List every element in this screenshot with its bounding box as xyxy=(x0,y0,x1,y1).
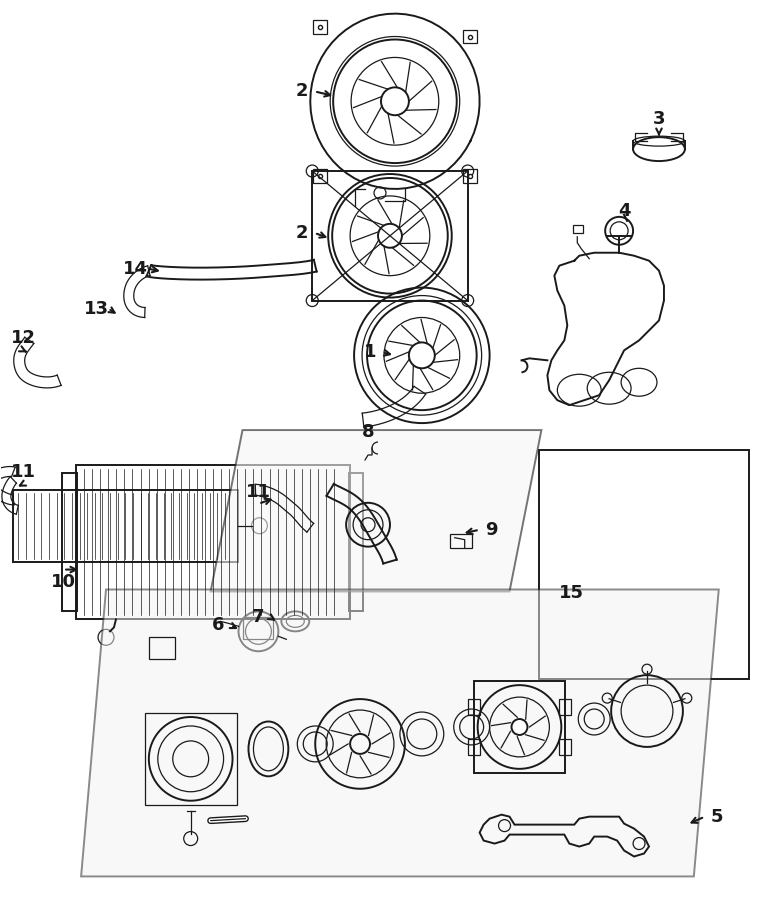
Text: 12: 12 xyxy=(11,329,36,347)
Polygon shape xyxy=(210,430,541,591)
Polygon shape xyxy=(81,590,719,877)
Text: 11: 11 xyxy=(246,482,271,500)
Bar xyxy=(14,490,238,562)
Bar xyxy=(559,739,572,755)
Text: 11: 11 xyxy=(11,463,36,481)
Text: 14: 14 xyxy=(124,260,149,278)
Text: 8: 8 xyxy=(362,423,374,441)
Text: 9: 9 xyxy=(485,521,498,539)
Circle shape xyxy=(512,719,528,735)
Bar xyxy=(468,739,480,755)
Text: 3: 3 xyxy=(653,110,665,128)
Text: 6: 6 xyxy=(213,616,225,634)
Text: 13: 13 xyxy=(83,300,109,318)
Bar xyxy=(312,171,468,301)
Text: 15: 15 xyxy=(559,584,584,602)
Bar xyxy=(540,450,748,680)
Text: 1: 1 xyxy=(364,344,376,362)
Bar xyxy=(450,534,471,547)
Bar xyxy=(349,472,363,611)
Bar xyxy=(573,225,583,233)
Bar xyxy=(313,169,327,183)
Text: 2: 2 xyxy=(296,82,309,100)
Bar xyxy=(62,472,77,611)
Bar xyxy=(145,713,237,805)
Text: 5: 5 xyxy=(710,807,723,825)
Text: 4: 4 xyxy=(618,202,631,220)
Bar xyxy=(76,465,350,619)
Bar xyxy=(468,699,480,715)
Text: 10: 10 xyxy=(51,572,76,590)
Bar xyxy=(244,617,273,639)
Bar xyxy=(474,681,565,773)
Text: 7: 7 xyxy=(252,608,265,626)
Bar xyxy=(463,30,477,43)
Bar xyxy=(559,699,572,715)
Bar xyxy=(463,169,477,183)
Bar xyxy=(149,637,175,659)
Text: 2: 2 xyxy=(296,224,309,242)
Bar xyxy=(313,20,327,33)
